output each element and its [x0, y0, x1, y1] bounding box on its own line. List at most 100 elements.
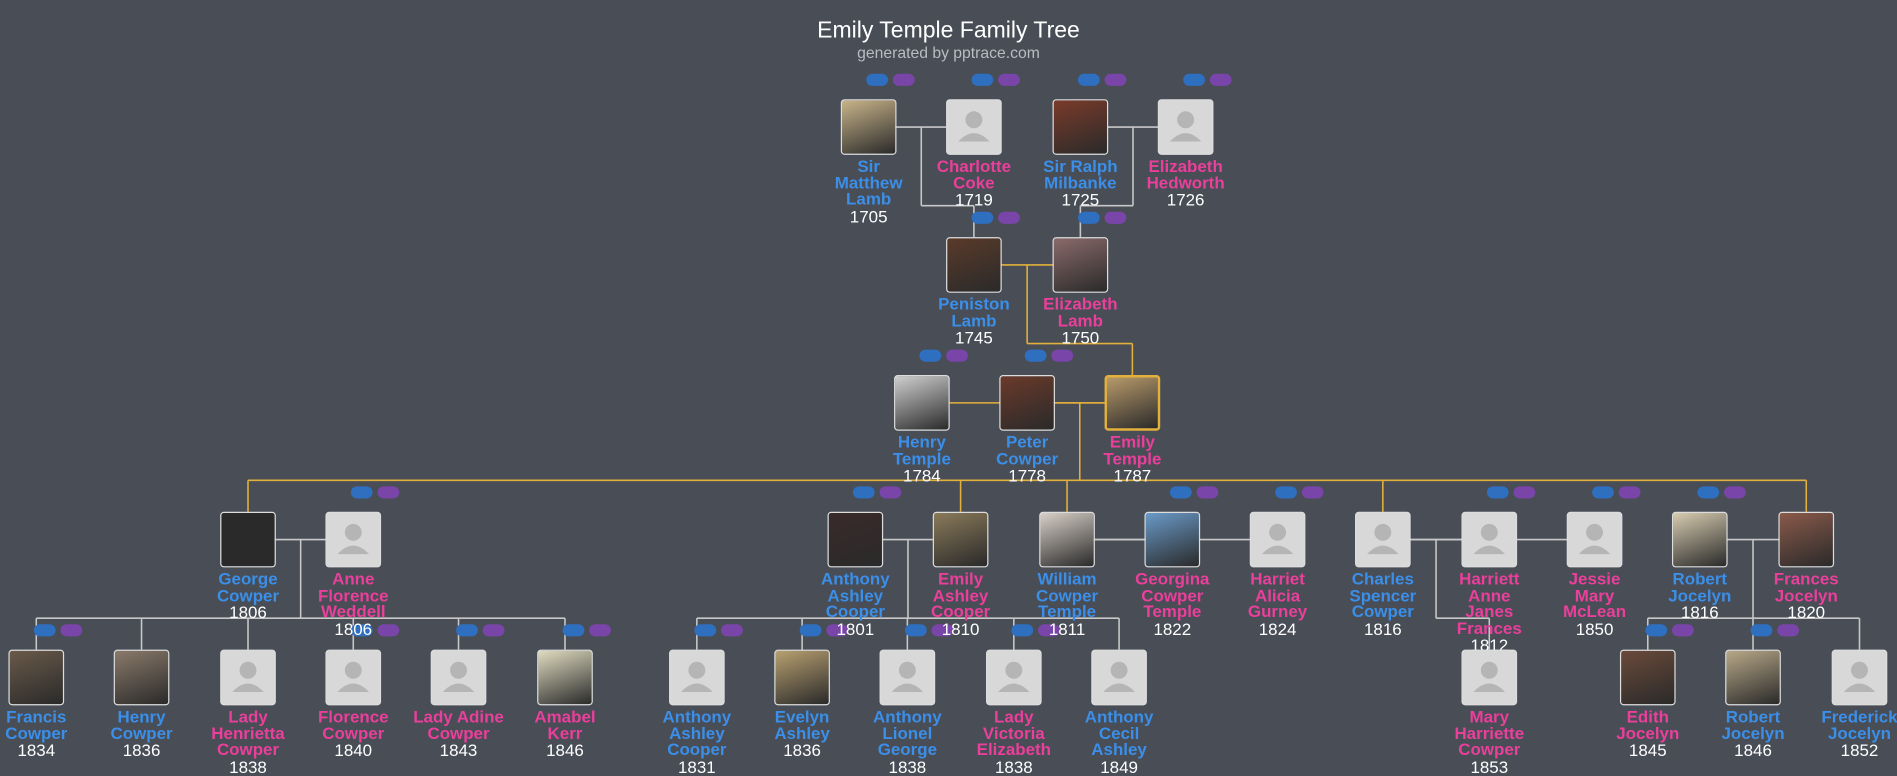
expand-parents-button[interactable] [350, 624, 373, 637]
person-card[interactable]: Evelyn Ashley 1836 [755, 649, 849, 759]
expand-children-button[interactable] [1209, 73, 1232, 86]
expand-children-button[interactable] [482, 624, 505, 637]
person-card[interactable]: Robert Jocelyn 1846 [1706, 649, 1800, 759]
person-card[interactable]: Anne Florence Weddell 1806 [306, 511, 400, 637]
person-card[interactable]: Florence Cowper 1840 [306, 649, 400, 759]
expand-parents-button[interactable] [1275, 486, 1297, 499]
person-card[interactable]: Sir Ralph Milbanke 1725 [1033, 99, 1127, 208]
expand-children-button[interactable] [1777, 624, 1800, 637]
avatar-icon [1169, 111, 1202, 142]
expand-children-button[interactable] [931, 624, 954, 637]
person-card[interactable]: Frances Jocelyn 1820 [1759, 511, 1853, 621]
person-card[interactable]: Emily Ashley Cooper 1810 [913, 511, 1007, 637]
expand-children-button[interactable] [377, 624, 400, 637]
expand-parents-button[interactable] [866, 73, 889, 86]
expand-parents-button[interactable] [919, 349, 942, 362]
expand-children-button[interactable] [1196, 486, 1219, 499]
expand-parents-button[interactable] [1697, 486, 1720, 499]
person-card[interactable]: Amabel Kerr 1846 [518, 649, 612, 759]
expand-parents-button[interactable] [1750, 624, 1773, 637]
person-name: Florence Cowper [317, 706, 389, 743]
person-card[interactable]: Elizabeth Lamb 1750 [1033, 237, 1127, 346]
person-name: Anthony Cecil Ashley [1084, 706, 1154, 759]
expand-children-button[interactable] [1618, 486, 1641, 499]
expand-children-button[interactable] [1104, 211, 1127, 224]
expand-parents-button[interactable] [799, 624, 822, 637]
birth-year: 1725 [1061, 189, 1100, 210]
person-name: Edith Jocelyn [1616, 706, 1680, 743]
expand-children-button[interactable] [998, 211, 1020, 224]
expand-parents-button[interactable] [971, 211, 994, 224]
person-card[interactable]: Lady Victoria Elizabeth 1838 [967, 649, 1061, 775]
person-card[interactable]: Robert Jocelyn 1816 [1653, 511, 1747, 621]
person-card[interactable]: Anthony Cecil Ashley 1849 [1072, 649, 1166, 775]
person-card[interactable]: Anthony Lionel George 1838 [860, 649, 954, 775]
expand-parents-button[interactable] [1024, 349, 1047, 362]
expand-children-button[interactable] [1038, 624, 1060, 637]
expand-children-button[interactable] [1671, 624, 1694, 637]
expand-children-button[interactable] [721, 624, 743, 637]
expand-children-button[interactable] [1104, 73, 1127, 86]
person-card[interactable]: Peniston Lamb 1745 [927, 237, 1021, 346]
expand-children-button[interactable] [892, 73, 915, 86]
expand-parents-button[interactable] [1645, 624, 1668, 637]
person-card[interactable]: George Cowper 1806 [201, 511, 295, 621]
person-name: William Cowper Temple [1036, 568, 1099, 621]
expand-children-button[interactable] [589, 624, 611, 637]
person-card[interactable]: Charlotte Coke 1719 [927, 99, 1021, 208]
expand-parents-button[interactable] [694, 624, 717, 637]
expand-parents-button[interactable] [1592, 486, 1614, 499]
expand-parents-button[interactable] [1486, 486, 1509, 499]
avatar-placeholder [1461, 649, 1518, 706]
expand-children-button[interactable] [1513, 486, 1536, 499]
person-card[interactable]: Peter Cowper 1778 [980, 375, 1074, 484]
person-card[interactable]: William Cowper Temple 1811 [1020, 511, 1114, 637]
expand-children-button[interactable] [1301, 486, 1324, 499]
expand-children-button[interactable] [946, 349, 968, 362]
person-card[interactable]: Francis Cowper 1834 [0, 649, 83, 759]
person-card[interactable]: Emily Temple 1787 [1085, 375, 1179, 484]
expand-children-button[interactable] [998, 73, 1020, 86]
person-card[interactable]: Charles Spencer Cowper 1816 [1336, 511, 1430, 637]
person-name: Charles Spencer Cowper [1349, 568, 1417, 621]
person-card[interactable]: Sir Matthew Lamb 1705 [821, 99, 915, 224]
avatar-placeholder [1566, 511, 1623, 568]
person-card[interactable]: Harriett Anne Janes Frances 1812 [1442, 511, 1536, 653]
person-card[interactable]: Lady Adine Cowper 1843 [411, 649, 505, 759]
expand-parents-button[interactable] [1183, 73, 1205, 86]
person-card[interactable]: Anthony Ashley Cooper 1801 [808, 511, 902, 637]
expand-children-button[interactable] [879, 486, 902, 499]
expand-children-button[interactable] [377, 486, 400, 499]
person-card[interactable]: Frederick Jocelyn 1852 [1812, 649, 1897, 759]
person-card[interactable]: Harriet Alicia Gurney 1824 [1230, 511, 1324, 637]
birth-year: 1719 [955, 189, 993, 210]
birth-year: 1778 [1008, 465, 1046, 486]
expand-parents-button[interactable] [1077, 211, 1100, 224]
person-card[interactable]: Henry Cowper 1836 [94, 649, 188, 759]
expand-parents-button[interactable] [904, 624, 927, 637]
person-card[interactable]: Mary Harriette Cowper 1853 [1442, 649, 1536, 775]
portrait [1144, 511, 1201, 568]
expand-children-button[interactable] [60, 624, 83, 637]
expand-parents-button[interactable] [852, 486, 875, 499]
person-card[interactable]: Henry Temple 1784 [875, 375, 969, 484]
expand-parents-button[interactable] [350, 486, 373, 499]
expand-parents-button[interactable] [1077, 73, 1100, 86]
expand-parents-button[interactable] [456, 624, 478, 637]
expand-parents-button[interactable] [33, 624, 56, 637]
person-card[interactable]: Edith Jocelyn 1845 [1601, 649, 1695, 759]
expand-children-button[interactable] [1723, 486, 1746, 499]
avatar-placeholder [1461, 511, 1518, 568]
expand-children-button[interactable] [826, 624, 849, 637]
expand-parents-button[interactable] [562, 624, 585, 637]
portrait [946, 237, 1002, 293]
person-card[interactable]: Lady Henrietta Cowper 1838 [201, 649, 295, 775]
person-card[interactable]: Elizabeth Hedworth 1726 [1138, 99, 1232, 208]
expand-parents-button[interactable] [1011, 624, 1034, 637]
person-card[interactable]: Jessie Mary McLean 1850 [1547, 511, 1641, 637]
expand-children-button[interactable] [1051, 349, 1074, 362]
expand-parents-button[interactable] [1169, 486, 1192, 499]
person-card[interactable]: Anthony Ashley Cooper 1831 [650, 649, 744, 775]
expand-parents-button[interactable] [971, 73, 994, 86]
person-card[interactable]: Georgina Cowper Temple 1822 [1125, 511, 1219, 637]
